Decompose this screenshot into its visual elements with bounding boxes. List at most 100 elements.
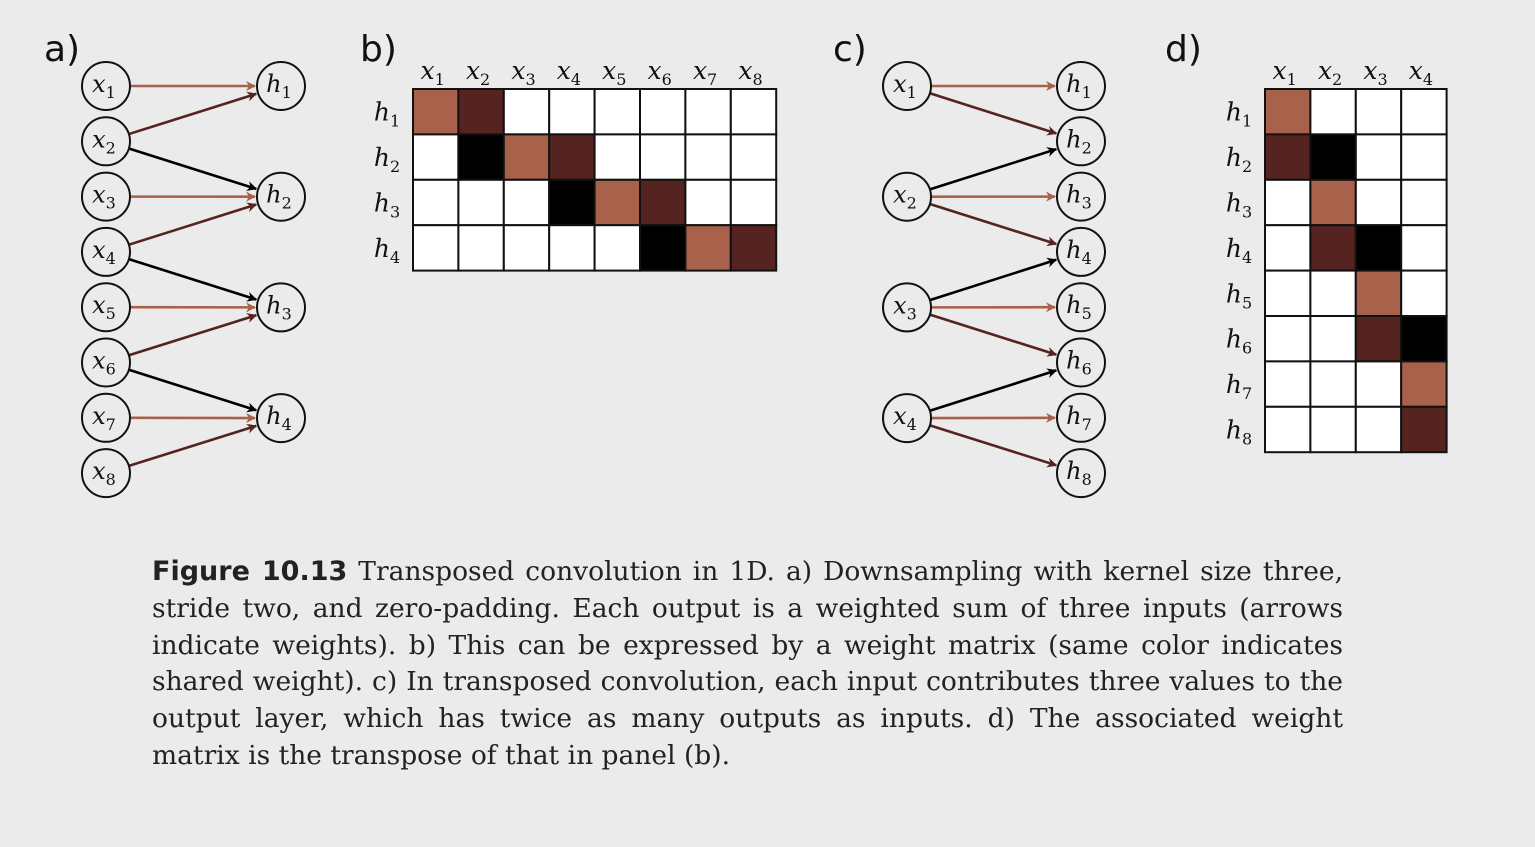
label-h5: h5 bbox=[1066, 291, 1092, 323]
panel-b-label: b) bbox=[360, 29, 397, 70]
label-h1: h1 bbox=[266, 70, 292, 102]
matrix-cell bbox=[729, 224, 778, 272]
matrix-cell bbox=[1309, 269, 1357, 318]
label-x4: x4 bbox=[893, 402, 917, 434]
matrix-cell bbox=[1400, 269, 1448, 318]
node-h8: h8 bbox=[1056, 448, 1106, 499]
panel-c-label: c) bbox=[833, 29, 867, 70]
matrix-cell bbox=[639, 133, 687, 181]
matrix-cell bbox=[1264, 405, 1312, 454]
node-h3: h3 bbox=[256, 282, 306, 333]
label-h6: h6 bbox=[1066, 347, 1092, 379]
matrix-cell bbox=[1264, 360, 1312, 408]
label-x7: x7 bbox=[693, 56, 717, 89]
label-h2: h2 bbox=[266, 181, 292, 213]
matrix-cell bbox=[593, 178, 641, 227]
matrix-cell bbox=[1400, 360, 1448, 408]
matrix-cell bbox=[1354, 315, 1403, 363]
label-x7: x7 bbox=[92, 402, 116, 434]
matrix-cell bbox=[1354, 224, 1403, 272]
label-x6: x6 bbox=[648, 56, 672, 89]
matrix-cell bbox=[1309, 224, 1357, 272]
matrix-cell bbox=[502, 133, 551, 181]
label-x3: x3 bbox=[511, 56, 535, 89]
matrix-cell bbox=[1309, 88, 1357, 136]
node-x2: x2 bbox=[882, 171, 932, 222]
matrix-cell bbox=[1400, 178, 1448, 227]
label-x1: x1 bbox=[421, 56, 445, 89]
label-h6: h6 bbox=[1226, 325, 1252, 358]
edge-x4-h3 bbox=[128, 257, 258, 302]
figure-caption: Figure 10.13 Transposed convolution in 1… bbox=[152, 554, 1343, 775]
matrix-cell bbox=[457, 224, 505, 272]
edge-x3-h6 bbox=[929, 313, 1058, 357]
edge-x4-h8 bbox=[929, 424, 1058, 468]
matrix-cell bbox=[1400, 133, 1448, 181]
matrix-cell bbox=[548, 88, 596, 136]
panel-c: c) x1 x2 x3 x4 h1 h2 h3 h4 h5 h6 h7 h8 bbox=[833, 29, 1106, 499]
label-h7: h7 bbox=[1226, 370, 1252, 403]
label-x4: x4 bbox=[1409, 56, 1433, 89]
matrix-cell bbox=[1264, 178, 1312, 227]
matrix-cell bbox=[548, 224, 596, 272]
node-x4: x4 bbox=[882, 393, 932, 444]
label-h2: h2 bbox=[1066, 125, 1092, 157]
node-x3: x3 bbox=[882, 282, 932, 333]
matrix-cell bbox=[684, 178, 732, 227]
matrix-cell bbox=[457, 133, 505, 181]
matrix-cell bbox=[1354, 269, 1403, 318]
matrix-cell bbox=[1354, 178, 1403, 227]
label-h3: h3 bbox=[1066, 181, 1092, 213]
matrix-cell bbox=[1354, 360, 1403, 408]
caption-text: Transposed convolution in 1D. a) Downsam… bbox=[152, 556, 1343, 771]
node-h1: h1 bbox=[256, 61, 306, 111]
node-x1: x1 bbox=[882, 61, 932, 111]
label-x1: x1 bbox=[893, 70, 917, 102]
edge-x2-h2 bbox=[929, 147, 1058, 191]
matrix-cell bbox=[1264, 315, 1312, 363]
edge-x6-h4 bbox=[128, 368, 258, 413]
label-x2: x2 bbox=[466, 56, 490, 89]
label-x2: x2 bbox=[1318, 56, 1342, 89]
node-x4: x4 bbox=[81, 226, 131, 277]
label-h3: h3 bbox=[1226, 189, 1252, 222]
caption-label: Figure 10.13 bbox=[152, 556, 348, 587]
label-h3: h3 bbox=[374, 189, 400, 222]
matrix-cell bbox=[412, 224, 460, 272]
label-h1: h1 bbox=[1226, 98, 1252, 131]
matrix-cell bbox=[1264, 269, 1312, 318]
label-h2: h2 bbox=[374, 143, 400, 176]
matrix-cell bbox=[1309, 315, 1357, 363]
node-x5: x5 bbox=[81, 282, 131, 333]
matrix-cell bbox=[502, 224, 551, 272]
matrix-cell bbox=[1400, 405, 1448, 454]
label-h2: h2 bbox=[1226, 143, 1252, 176]
edge-x2-h2 bbox=[128, 147, 258, 191]
label-h3: h3 bbox=[266, 291, 292, 323]
node-h4: h4 bbox=[256, 393, 306, 444]
matrix-cell bbox=[684, 88, 732, 136]
matrix-cell bbox=[684, 224, 732, 272]
panel-a: a) x1 x2 x3 x4 x5 x6 x7 x8 h1 h2 h3 h4 bbox=[44, 29, 306, 499]
matrix-cell bbox=[548, 178, 596, 227]
edge-x6-h3 bbox=[128, 313, 258, 357]
label-x8: x8 bbox=[738, 56, 762, 89]
label-x2: x2 bbox=[92, 125, 116, 157]
matrix-cell bbox=[1264, 133, 1312, 181]
matrix-cell bbox=[1354, 405, 1403, 454]
label-x3: x3 bbox=[1363, 56, 1387, 89]
node-x1: x1 bbox=[81, 61, 131, 111]
matrix-cell bbox=[1400, 88, 1448, 136]
matrix-cell bbox=[1309, 405, 1357, 454]
matrix-cell bbox=[1309, 178, 1357, 227]
matrix-cell bbox=[412, 88, 460, 136]
node-x6: x6 bbox=[81, 337, 131, 388]
matrix-cell bbox=[1309, 360, 1357, 408]
label-x1: x1 bbox=[1273, 56, 1297, 89]
matrix-cell bbox=[457, 178, 505, 227]
matrix-cell bbox=[1264, 224, 1312, 272]
label-h7: h7 bbox=[1066, 402, 1092, 434]
label-h1: h1 bbox=[374, 98, 400, 131]
label-x6: x6 bbox=[92, 347, 116, 379]
label-x4: x4 bbox=[92, 236, 116, 268]
